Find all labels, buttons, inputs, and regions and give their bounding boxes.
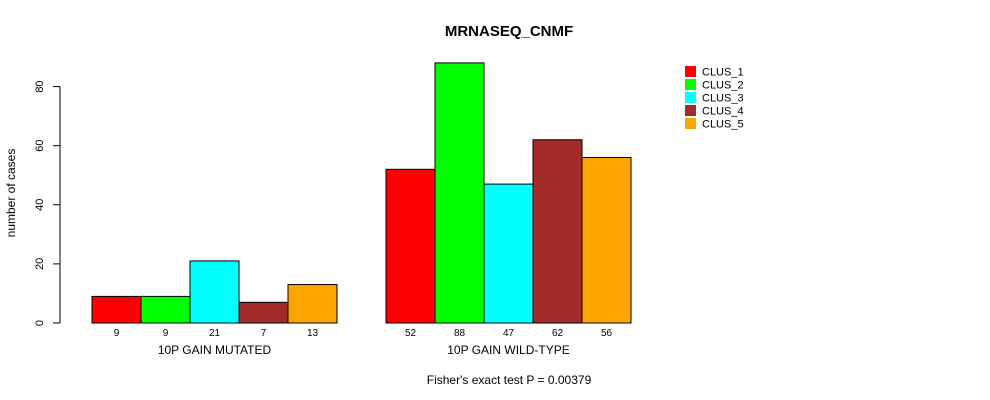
bar-value-label: 47 — [503, 328, 515, 339]
bar — [238, 301, 289, 324]
bar — [140, 295, 191, 324]
y-axis: 0 20 40 60 80 — [34, 80, 61, 326]
legend-label: CLUS_2 — [702, 80, 744, 92]
bar-value-label: 9 — [114, 328, 120, 339]
legend-swatch — [685, 79, 696, 90]
legend-label: CLUS_3 — [702, 93, 744, 105]
group-label: 10P GAIN MUTATED — [158, 343, 272, 357]
bar — [189, 260, 240, 324]
bar — [581, 156, 632, 324]
bars: 9 9 21 7 13 10P GAIN MUTATED 52 88 47 62 56 10P GAI… — [91, 62, 632, 357]
y-tick-label: 0 — [34, 320, 46, 326]
chart-title: MRNASEQ_CNMF — [445, 23, 573, 40]
legend-swatch — [685, 118, 696, 129]
bar — [532, 139, 583, 324]
bar-value-label: 13 — [307, 328, 319, 339]
bar-value-label: 88 — [454, 328, 466, 339]
bar-value-label: 9 — [163, 328, 169, 339]
bar — [287, 284, 338, 324]
legend-label: CLUS_4 — [702, 106, 744, 118]
y-tick-label: 20 — [34, 258, 46, 270]
bar-value-label: 21 — [209, 328, 221, 339]
fisher-test-footnote: Fisher's exact test P = 0.00379 — [427, 373, 592, 387]
legend-swatch — [685, 105, 696, 116]
bar-value-label: 7 — [261, 328, 267, 339]
legend-swatch — [685, 66, 696, 77]
y-tick-label: 40 — [34, 199, 46, 211]
bar-value-label: 56 — [601, 328, 613, 339]
bar — [385, 168, 436, 324]
group-label: 10P GAIN WILD-TYPE — [447, 343, 569, 357]
bar — [434, 62, 485, 324]
bar — [91, 295, 142, 324]
y-tick-label: 80 — [34, 80, 46, 92]
y-tick-label: 60 — [34, 140, 46, 152]
bar-value-label: 52 — [405, 328, 417, 339]
y-axis-label: number of cases — [4, 149, 18, 238]
legend-label: CLUS_1 — [702, 67, 744, 79]
bar-value-label: 62 — [552, 328, 564, 339]
bar — [483, 183, 534, 324]
legend-label: CLUS_5 — [702, 119, 744, 131]
legend-swatch — [685, 92, 696, 103]
